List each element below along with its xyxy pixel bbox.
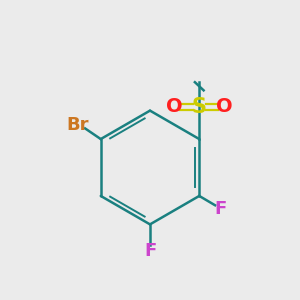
Text: F: F (215, 200, 227, 218)
Text: Br: Br (67, 116, 89, 134)
Text: O: O (166, 98, 183, 116)
Text: F: F (144, 242, 156, 260)
Text: S: S (192, 97, 207, 117)
Text: O: O (216, 98, 232, 116)
